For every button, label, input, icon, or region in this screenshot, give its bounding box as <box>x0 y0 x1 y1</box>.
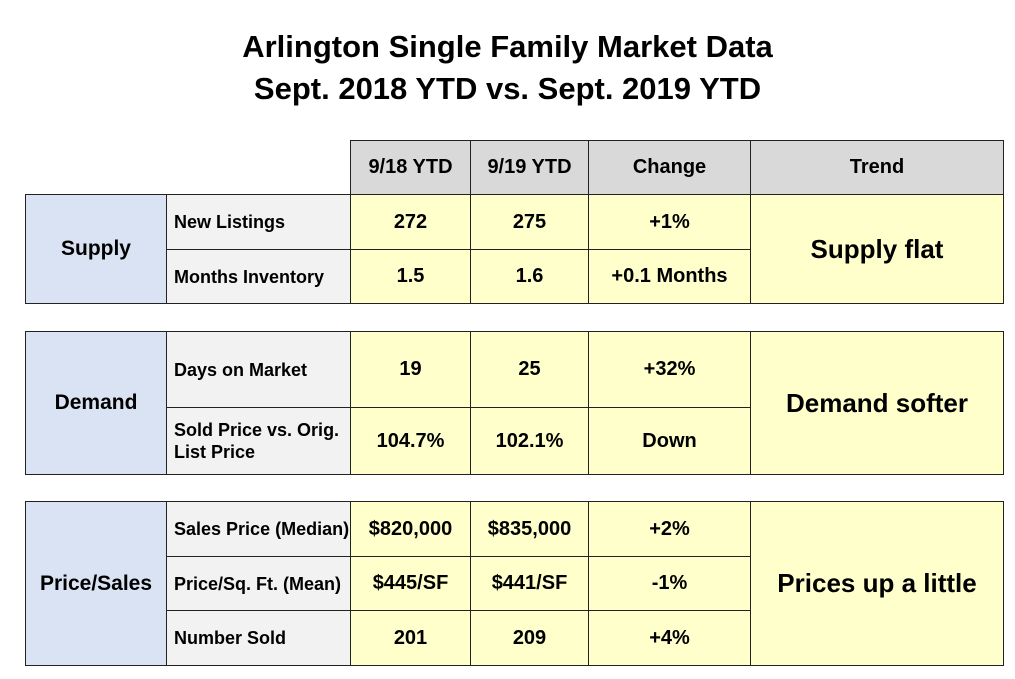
trend-demand: Demand softer <box>750 331 1004 475</box>
page-title: Arlington Single Family Market Data <box>242 29 773 64</box>
value-2019: 102.1% <box>470 407 589 475</box>
row-label: New Listings <box>166 194 351 250</box>
supply-table: Supply New Listings 272 275 +1% Supply f… <box>25 194 1004 304</box>
value-2018: 201 <box>350 610 471 666</box>
value-change: -1% <box>588 556 751 611</box>
value-2018: 272 <box>350 194 471 250</box>
demand-table: Demand Days on Market 19 25 +32% Demand … <box>25 331 1004 475</box>
row-label: Months Inventory <box>166 249 351 304</box>
value-2019: 209 <box>470 610 589 666</box>
value-2018: 19 <box>350 331 471 408</box>
value-2019: 1.6 <box>470 249 589 304</box>
header-change: Change <box>588 140 751 195</box>
category-demand: Demand <box>25 331 167 475</box>
header-2019: 9/19 YTD <box>470 140 589 195</box>
header-trend: Trend <box>750 140 1004 195</box>
value-2018: $820,000 <box>350 501 471 557</box>
value-2019: 275 <box>470 194 589 250</box>
value-2018: 1.5 <box>350 249 471 304</box>
value-change: +2% <box>588 501 751 557</box>
category-price-sales: Price/Sales <box>25 501 167 666</box>
price-sales-table: Price/Sales Sales Price (Median) $820,00… <box>25 501 1004 666</box>
header-table: 9/18 YTD 9/19 YTD Change Trend <box>350 140 1004 195</box>
value-2018: $445/SF <box>350 556 471 611</box>
value-2019: $441/SF <box>470 556 589 611</box>
value-2019: $835,000 <box>470 501 589 557</box>
row-label: Price/Sq. Ft. (Mean) <box>166 556 351 611</box>
trend-price-sales: Prices up a little <box>750 501 1004 666</box>
row-label: Sales Price (Median) <box>166 501 351 557</box>
value-change: +32% <box>588 331 751 408</box>
header-2018: 9/18 YTD <box>350 140 471 195</box>
value-change: +4% <box>588 610 751 666</box>
value-change: Down <box>588 407 751 475</box>
category-supply: Supply <box>25 194 167 304</box>
value-2018: 104.7% <box>350 407 471 475</box>
row-label: Sold Price vs. Orig. List Price <box>166 407 351 475</box>
value-2019: 25 <box>470 331 589 408</box>
row-label: Days on Market <box>166 331 351 408</box>
value-change: +0.1 Months <box>588 249 751 304</box>
value-change: +1% <box>588 194 751 250</box>
page-subtitle: Sept. 2018 YTD vs. Sept. 2019 YTD <box>253 71 762 106</box>
trend-supply: Supply flat <box>750 194 1004 304</box>
row-label: Number Sold <box>166 610 351 666</box>
